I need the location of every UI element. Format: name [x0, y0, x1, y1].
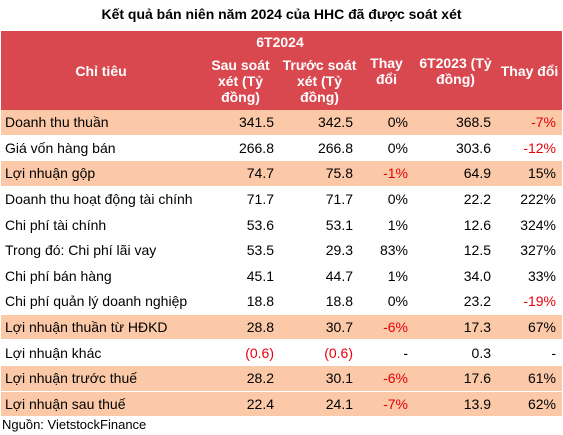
- cell-after: 28.2: [201, 365, 280, 392]
- cell-y2023: 368.5: [414, 110, 497, 136]
- row-label: Trong đó: Chi phí lãi vay: [1, 237, 201, 264]
- table-body: Doanh thu thuần 341.5 342.5 0% 368.5 -7% Giá v…: [1, 110, 562, 418]
- table-row: Lợi nhuận gộp 74.7 75.8 -1% 64.9 15%: [1, 160, 562, 187]
- results-table: Chỉ tiêu 6T2024 Thay đổi 6T2023 (Tỷ đồng…: [1, 31, 562, 418]
- cell-y2023: 12.5: [414, 237, 497, 264]
- cell-change1: -: [359, 339, 414, 366]
- table-row: Doanh thu thuần 341.5 342.5 0% 368.5 -7%: [1, 110, 562, 136]
- cell-after: 18.8: [201, 288, 280, 315]
- cell-change1: 1%: [359, 211, 414, 238]
- table-title: Kết quả bán niên năm 2024 của HHC đã đượ…: [101, 6, 462, 22]
- row-label: Lợi nhuận sau thuế: [1, 391, 201, 418]
- cell-before: 29.3: [280, 237, 359, 264]
- cell-change2: 62%: [497, 391, 562, 418]
- row-label: Doanh thu hoạt động tài chính: [1, 186, 201, 213]
- table-row: Giá vốn hàng bán 266.8 266.8 0% 303.6 -12%: [1, 135, 562, 162]
- cell-y2023: 303.6: [414, 135, 497, 162]
- cell-change2: -19%: [497, 288, 562, 315]
- row-label: Chi phí tài chính: [1, 211, 201, 238]
- cell-y2023: 22.2: [414, 186, 497, 213]
- cell-y2023: 17.3: [414, 314, 497, 341]
- row-label: Lợi nhuận thuần từ HĐKD: [1, 314, 201, 341]
- cell-before: (0.6): [280, 339, 359, 366]
- table-row: Chi phí quản lý doanh nghiệp 18.8 18.8 0% 23…: [1, 288, 562, 315]
- row-label: Chi phí quản lý doanh nghiệp: [1, 288, 201, 315]
- cell-change2: -7%: [497, 110, 562, 136]
- table-row: Trong đó: Chi phí lãi vay 53.5 29.3 83% 12.5…: [1, 237, 562, 264]
- cell-before: 44.7: [280, 263, 359, 290]
- cell-after: 266.8: [201, 135, 280, 162]
- row-label: Doanh thu thuần: [1, 110, 201, 136]
- header-6t2023: 6T2023 (Tỷ đồng): [414, 31, 497, 110]
- cell-after: 71.7: [201, 186, 280, 213]
- cell-after: 45.1: [201, 263, 280, 290]
- cell-after: 22.4: [201, 391, 280, 418]
- source-note: Nguồn: VietstockFinance: [2, 417, 147, 432]
- cell-before: 30.1: [280, 365, 359, 392]
- header-change2: Thay đổi: [497, 31, 562, 110]
- header-label-col: Chỉ tiêu: [1, 31, 201, 110]
- cell-change1: 0%: [359, 110, 414, 136]
- cell-change1: -6%: [359, 365, 414, 392]
- table-header: Chỉ tiêu 6T2024 Thay đổi 6T2023 (Tỷ đồng…: [1, 31, 562, 110]
- cell-before: 24.1: [280, 391, 359, 418]
- cell-before: 71.7: [280, 186, 359, 213]
- cell-y2023: 12.6: [414, 211, 497, 238]
- header-before-audit: Trước soát xét (Tỷ đồng): [280, 52, 359, 110]
- cell-y2023: 34.0: [414, 263, 497, 290]
- cell-change1: 1%: [359, 263, 414, 290]
- row-label: Lợi nhuận khác: [1, 339, 201, 366]
- cell-change2: -12%: [497, 135, 562, 162]
- cell-y2023: 0.3: [414, 339, 497, 366]
- header-group-6t2024: 6T2024: [201, 31, 359, 52]
- cell-change2: -: [497, 339, 562, 366]
- cell-change1: -6%: [359, 314, 414, 341]
- cell-after: (0.6): [201, 339, 280, 366]
- cell-change2: 61%: [497, 365, 562, 392]
- cell-before: 30.7: [280, 314, 359, 341]
- cell-change1: -7%: [359, 391, 414, 418]
- cell-after: 74.7: [201, 160, 280, 187]
- row-label: Giá vốn hàng bán: [1, 135, 201, 162]
- cell-after: 53.6: [201, 211, 280, 238]
- table-row: Chi phí bán hàng 45.1 44.7 1% 34.0 33%: [1, 263, 562, 290]
- cell-change2: 222%: [497, 186, 562, 213]
- cell-change1: 83%: [359, 237, 414, 264]
- cell-before: 266.8: [280, 135, 359, 162]
- table-row: Lợi nhuận sau thuế 22.4 24.1 -7% 13.9 62%: [1, 391, 562, 418]
- cell-change1: 0%: [359, 288, 414, 315]
- row-label: Lợi nhuận gộp: [1, 160, 201, 187]
- header-change1: Thay đổi: [359, 31, 414, 110]
- table-row: Lợi nhuận khác (0.6) (0.6) -0.3-: [1, 339, 562, 366]
- table-row: Lợi nhuận trước thuế 28.2 30.1 -6% 17.6 61%: [1, 365, 562, 392]
- cell-before: 75.8: [280, 160, 359, 187]
- cell-before: 18.8: [280, 288, 359, 315]
- cell-change2: 327%: [497, 237, 562, 264]
- table-row: Doanh thu hoạt động tài chính 71.7 71.7 0% 2…: [1, 186, 562, 213]
- cell-before: 53.1: [280, 211, 359, 238]
- row-label: Lợi nhuận trước thuế: [1, 365, 201, 392]
- cell-before: 342.5: [280, 110, 359, 136]
- cell-change2: 33%: [497, 263, 562, 290]
- cell-change2: 324%: [497, 211, 562, 238]
- table-row: Lợi nhuận thuần từ HĐKD 28.8 30.7 -6% 17.3 67…: [1, 314, 562, 341]
- cell-y2023: 23.2: [414, 288, 497, 315]
- cell-y2023: 64.9: [414, 160, 497, 187]
- cell-change1: -1%: [359, 160, 414, 187]
- cell-after: 53.5: [201, 237, 280, 264]
- cell-change2: 15%: [497, 160, 562, 187]
- header-after-audit: Sau soát xét (Tỷ đồng): [201, 52, 280, 110]
- cell-y2023: 13.9: [414, 391, 497, 418]
- cell-change2: 67%: [497, 314, 562, 341]
- cell-change1: 0%: [359, 135, 414, 162]
- row-label: Chi phí bán hàng: [1, 263, 201, 290]
- table-row: Chi phí tài chính 53.6 53.1 1% 12.6 324%: [1, 211, 562, 238]
- cell-change1: 0%: [359, 186, 414, 213]
- cell-after: 341.5: [201, 110, 280, 136]
- cell-after: 28.8: [201, 314, 280, 341]
- cell-y2023: 17.6: [414, 365, 497, 392]
